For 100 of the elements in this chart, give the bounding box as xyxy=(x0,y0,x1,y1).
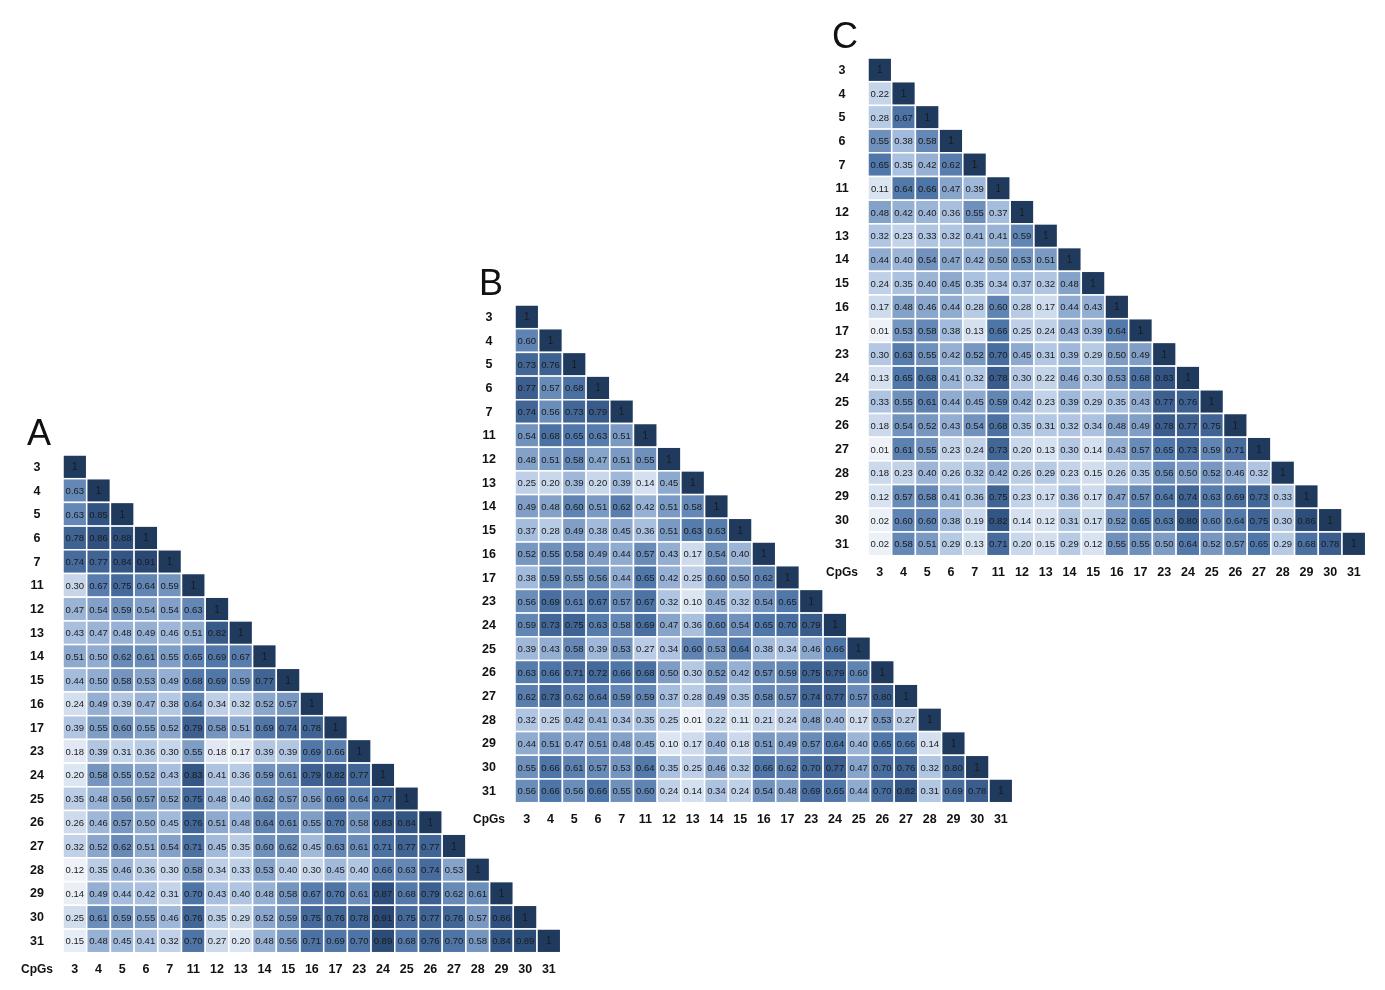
data-label: 0.14 xyxy=(65,887,85,899)
data-label: 0.60 xyxy=(113,722,132,734)
data-label: 0.35 xyxy=(89,864,108,876)
data-label: 0.32 xyxy=(730,761,750,773)
data-label: 0.33 xyxy=(870,396,890,408)
data-label: 0.46 xyxy=(918,301,937,313)
data-label: 0.45 xyxy=(113,935,132,947)
data-label: 0.57 xyxy=(754,666,774,678)
x-axis-title: CpGs xyxy=(472,811,506,826)
y-tick-label: 12 xyxy=(30,602,44,617)
data-label: 1 xyxy=(571,358,578,370)
data-label: 0.32 xyxy=(65,840,85,852)
data-label: 0.51 xyxy=(588,737,608,749)
data-label: 0.49 xyxy=(778,737,797,749)
data-label: 1 xyxy=(1256,443,1263,455)
data-label: 0.50 xyxy=(730,572,750,584)
data-label: 0.35 xyxy=(65,793,85,805)
data-label: 0.50 xyxy=(989,253,1008,265)
x-tick-label: 13 xyxy=(685,811,700,826)
data-label: 1 xyxy=(95,485,102,497)
data-label: 0.70 xyxy=(873,761,892,773)
data-label: 0.40 xyxy=(278,864,298,876)
data-label: 0.35 xyxy=(659,761,679,773)
x-tick-label: 16 xyxy=(756,811,771,826)
data-label: 1 xyxy=(971,159,978,171)
data-label: 1 xyxy=(451,840,458,852)
data-label: 0.44 xyxy=(612,548,631,560)
data-label: 0.31 xyxy=(920,785,939,797)
data-label: 0.34 xyxy=(1083,419,1103,431)
data-label: 0.62 xyxy=(255,793,274,805)
x-tick-label: 12 xyxy=(662,811,677,826)
x-tick-label: 31 xyxy=(993,811,1008,826)
data-label: 0.48 xyxy=(231,816,250,828)
data-label: 0.30 xyxy=(160,864,179,876)
data-label: 0.58 xyxy=(350,816,369,828)
data-label: 1 xyxy=(524,311,531,323)
chart-title: B xyxy=(479,262,504,303)
data-label: 1 xyxy=(547,335,554,347)
data-label: 0.60 xyxy=(565,500,584,512)
data-label: 1 xyxy=(1185,372,1192,384)
data-label: 1 xyxy=(403,793,410,805)
x-tick-label: 31 xyxy=(541,961,556,976)
data-label: 0.55 xyxy=(184,745,203,757)
data-label: 0.54 xyxy=(918,253,937,265)
data-label: 0.54 xyxy=(160,840,179,852)
data-label: 0.89 xyxy=(373,935,393,947)
data-label: 0.50 xyxy=(89,650,108,662)
data-label: 0.86 xyxy=(89,532,108,544)
data-label: 0.53 xyxy=(873,714,892,726)
data-label: 1 xyxy=(974,761,981,773)
data-label: 0.77 xyxy=(421,911,440,923)
y-tick-label: 5 xyxy=(838,110,846,125)
data-label: 0.50 xyxy=(1155,538,1174,550)
data-label: 0.15 xyxy=(1036,538,1055,550)
data-label: 0.13 xyxy=(965,325,984,337)
data-label: 0.46 xyxy=(1226,467,1245,479)
data-label: 0.64 xyxy=(255,816,274,828)
data-label: 1 xyxy=(1114,301,1121,313)
data-label: 0.11 xyxy=(870,182,889,194)
x-tick-label: 6 xyxy=(594,811,602,826)
y-tick-label: 14 xyxy=(835,252,849,267)
data-label: 1 xyxy=(903,690,910,702)
data-label: 0.59 xyxy=(778,666,797,678)
data-label: 0.45 xyxy=(612,524,631,536)
data-label: 0.65 xyxy=(1131,514,1150,526)
data-label: 0.45 xyxy=(160,816,179,828)
data-label: 0.66 xyxy=(612,666,631,678)
data-label: 0.40 xyxy=(231,793,250,805)
data-label: 0.34 xyxy=(612,714,631,726)
data-label: 0.42 xyxy=(659,572,679,584)
data-label: 0.63 xyxy=(1202,490,1221,502)
data-label: 1 xyxy=(356,745,363,757)
data-label: 0.48 xyxy=(89,793,108,805)
data-label: 0.66 xyxy=(373,864,393,876)
data-label: 0.66 xyxy=(541,666,560,678)
y-tick-label: 14 xyxy=(482,499,496,514)
data-label: 0.48 xyxy=(207,793,227,805)
data-label: 0.56 xyxy=(1155,467,1174,479)
data-label: 0.54 xyxy=(754,785,774,797)
data-label: 0.39 xyxy=(612,477,631,489)
data-label: 0.36 xyxy=(965,490,984,502)
data-label: 0.91 xyxy=(136,556,156,568)
data-label: 0.70 xyxy=(989,348,1008,360)
data-label: 0.32 xyxy=(965,467,984,479)
data-label: 0.67 xyxy=(636,595,655,607)
data-label: 0.52 xyxy=(965,348,984,360)
data-label: 0.46 xyxy=(802,643,821,655)
x-tick-label: 3 xyxy=(71,961,79,976)
data-label: 0.78 xyxy=(350,911,369,923)
data-label: 0.73 xyxy=(541,690,560,702)
data-label: 0.77 xyxy=(255,674,274,686)
data-label: 0.32 xyxy=(659,595,679,607)
x-tick-label: 25 xyxy=(851,811,866,826)
data-label: 0.32 xyxy=(160,935,179,947)
data-label: 0.22 xyxy=(707,714,726,726)
data-label: 0.54 xyxy=(160,603,179,615)
data-label: 0.49 xyxy=(89,698,108,710)
x-tick-label: 17 xyxy=(328,961,343,976)
data-label: 1 xyxy=(713,500,720,512)
data-label: 0.61 xyxy=(136,650,156,662)
